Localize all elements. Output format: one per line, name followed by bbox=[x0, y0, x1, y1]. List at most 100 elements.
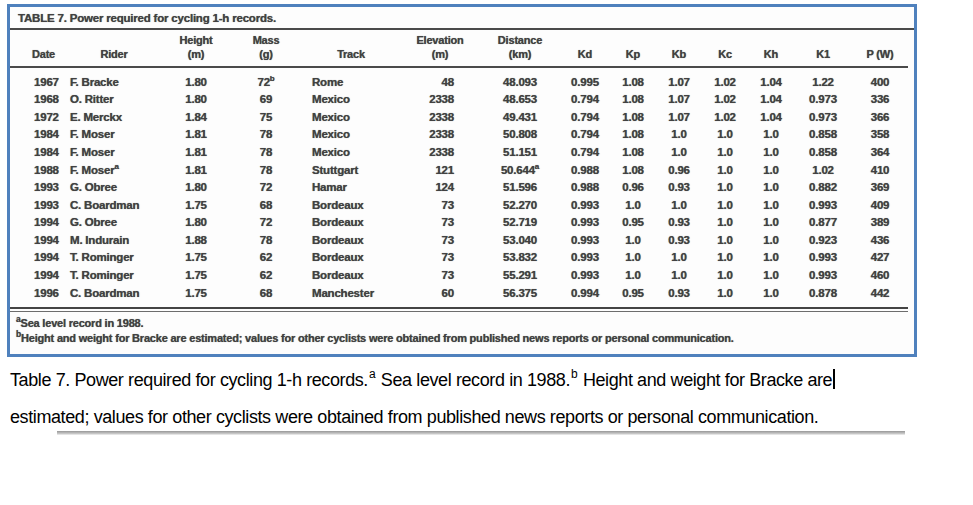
column-header: P (W) bbox=[852, 32, 908, 67]
table-cell: Bordeaux bbox=[302, 249, 400, 267]
column-header: Kc bbox=[702, 32, 748, 67]
table-cell: 72 bbox=[230, 179, 302, 197]
table-cell: 55.291 bbox=[480, 267, 560, 285]
table-cell: 1984 bbox=[10, 144, 66, 162]
table-cell: 0.973 bbox=[794, 91, 852, 109]
table-cell: 1.07 bbox=[656, 109, 702, 127]
table-cell: Manchester bbox=[302, 285, 400, 303]
table-cell: 50.808 bbox=[480, 126, 560, 144]
table-cell: 1.0 bbox=[702, 267, 748, 285]
table-cell: 48 bbox=[400, 67, 480, 92]
table-cell: Hamar bbox=[302, 179, 400, 197]
table-cell: 53.040 bbox=[480, 232, 560, 250]
table-cell: M. Indurain bbox=[66, 232, 162, 250]
table-row: 1994T. Rominger1.7562Bordeaux7355.2910.9… bbox=[10, 267, 908, 285]
table-cell: 1.0 bbox=[610, 197, 656, 215]
table-cell: 0.96 bbox=[610, 179, 656, 197]
table-cell: 73 bbox=[400, 249, 480, 267]
table-cell: 1.0 bbox=[656, 144, 702, 162]
table-cell: 1988 bbox=[10, 161, 66, 179]
table-row: 1967F. Bracke1.8072bRome4848.0930.9951.0… bbox=[10, 67, 908, 92]
column-header: Kh bbox=[748, 32, 794, 67]
table-cell: 48.653 bbox=[480, 91, 560, 109]
table-cell: 52.719 bbox=[480, 214, 560, 232]
horizontal-rule bbox=[57, 431, 905, 435]
column-header: Rider bbox=[66, 32, 162, 67]
table-cell: 0.993 bbox=[560, 267, 610, 285]
table-cell: 1.0 bbox=[702, 144, 748, 162]
table-cell: 1.80 bbox=[162, 91, 230, 109]
table-cell: 1.0 bbox=[610, 232, 656, 250]
table-row: 1984F. Moser1.8178Mexico233850.8080.7941… bbox=[10, 126, 908, 144]
footnote-b-text: Height and weight for Bracke are estimat… bbox=[21, 332, 734, 344]
table-cell: 1.08 bbox=[610, 91, 656, 109]
table-cell: 49.431 bbox=[480, 109, 560, 127]
column-header: Distance(km) bbox=[480, 32, 560, 67]
caption-line-1: Table 7. Power required for cycling 1-h … bbox=[10, 362, 970, 399]
table-cell: 0.993 bbox=[794, 197, 852, 215]
table-cell: 1.02 bbox=[702, 91, 748, 109]
table-cell: 69 bbox=[230, 91, 302, 109]
table-row: 1972E. Merckx1.8475Mexico233849.4310.794… bbox=[10, 109, 908, 127]
table-cell: 0.993 bbox=[560, 232, 610, 250]
table-row: 1993G. Obree1.8072Hamar12451.5960.9880.9… bbox=[10, 179, 908, 197]
table-cell: E. Merckx bbox=[66, 109, 162, 127]
table-cell: 51.596 bbox=[480, 179, 560, 197]
table-cell: T. Rominger bbox=[66, 249, 162, 267]
table-cell: 0.993 bbox=[794, 267, 852, 285]
table-cell: Rome bbox=[302, 67, 400, 92]
table-cell: 1.0 bbox=[656, 126, 702, 144]
table-cell: 1.0 bbox=[748, 214, 794, 232]
table-cell: G. Obree bbox=[66, 214, 162, 232]
table-cell: 1.0 bbox=[656, 249, 702, 267]
table-cell: 369 bbox=[852, 179, 908, 197]
table-cell: 1.81 bbox=[162, 126, 230, 144]
footnote-a: aSea level record in 1988. bbox=[16, 316, 908, 331]
table-cell: 73 bbox=[400, 267, 480, 285]
table-cell: 72 bbox=[230, 214, 302, 232]
table-cell: 1.0 bbox=[748, 126, 794, 144]
table-cell: 1.02 bbox=[794, 161, 852, 179]
table-cell: 1.08 bbox=[610, 126, 656, 144]
table-cell: 1.75 bbox=[162, 197, 230, 215]
table-cell: Bordeaux bbox=[302, 197, 400, 215]
table-cell: 75 bbox=[230, 109, 302, 127]
table-cell: 358 bbox=[852, 126, 908, 144]
table-row: 1994T. Rominger1.7562Bordeaux7353.8320.9… bbox=[10, 249, 908, 267]
table-cell: 0.93 bbox=[656, 232, 702, 250]
table-cell: Stuttgart bbox=[302, 161, 400, 179]
table-cell: 2338 bbox=[400, 144, 480, 162]
table-cell: 62 bbox=[230, 249, 302, 267]
table-cell: 0.923 bbox=[794, 232, 852, 250]
column-header: Date bbox=[10, 32, 66, 67]
table-cell: 1.0 bbox=[748, 267, 794, 285]
table-cell: 409 bbox=[852, 197, 908, 215]
table-cell: C. Boardman bbox=[66, 285, 162, 303]
footnote-a-text: Sea level record in 1988. bbox=[21, 317, 144, 329]
table-cell: Mexico bbox=[302, 144, 400, 162]
scan-table-title: TABLE 7. Power required for cycling 1-h … bbox=[10, 7, 914, 30]
table-cell: 0.794 bbox=[560, 91, 610, 109]
table-cell: 400 bbox=[852, 67, 908, 92]
table-row: 1994G. Obree1.8072Bordeaux7352.7190.9930… bbox=[10, 214, 908, 232]
table-image[interactable]: TABLE 7. Power required for cycling 1-h … bbox=[7, 4, 917, 357]
table-cell: 1.22 bbox=[794, 67, 852, 92]
table-cell: 50.644a bbox=[480, 161, 560, 179]
table-cell: 1.0 bbox=[702, 249, 748, 267]
table-cell: 0.988 bbox=[560, 179, 610, 197]
caption-paragraph[interactable]: Table 7. Power required for cycling 1-h … bbox=[10, 362, 970, 436]
table-cell: 0.794 bbox=[560, 109, 610, 127]
table-cell: 1996 bbox=[10, 285, 66, 303]
table-cell: 410 bbox=[852, 161, 908, 179]
table-cell: 1.0 bbox=[702, 214, 748, 232]
table-cell: O. Ritter bbox=[66, 91, 162, 109]
table-cell: 1.0 bbox=[610, 249, 656, 267]
table-cell: 336 bbox=[852, 91, 908, 109]
table-cell: 73 bbox=[400, 232, 480, 250]
table-cell: 1993 bbox=[10, 197, 66, 215]
table-cell: 2338 bbox=[400, 126, 480, 144]
table-cell: 0.994 bbox=[560, 285, 610, 303]
table-cell: 48.093 bbox=[480, 67, 560, 92]
table-cell: 0.794 bbox=[560, 144, 610, 162]
table-cell: 0.993 bbox=[560, 249, 610, 267]
